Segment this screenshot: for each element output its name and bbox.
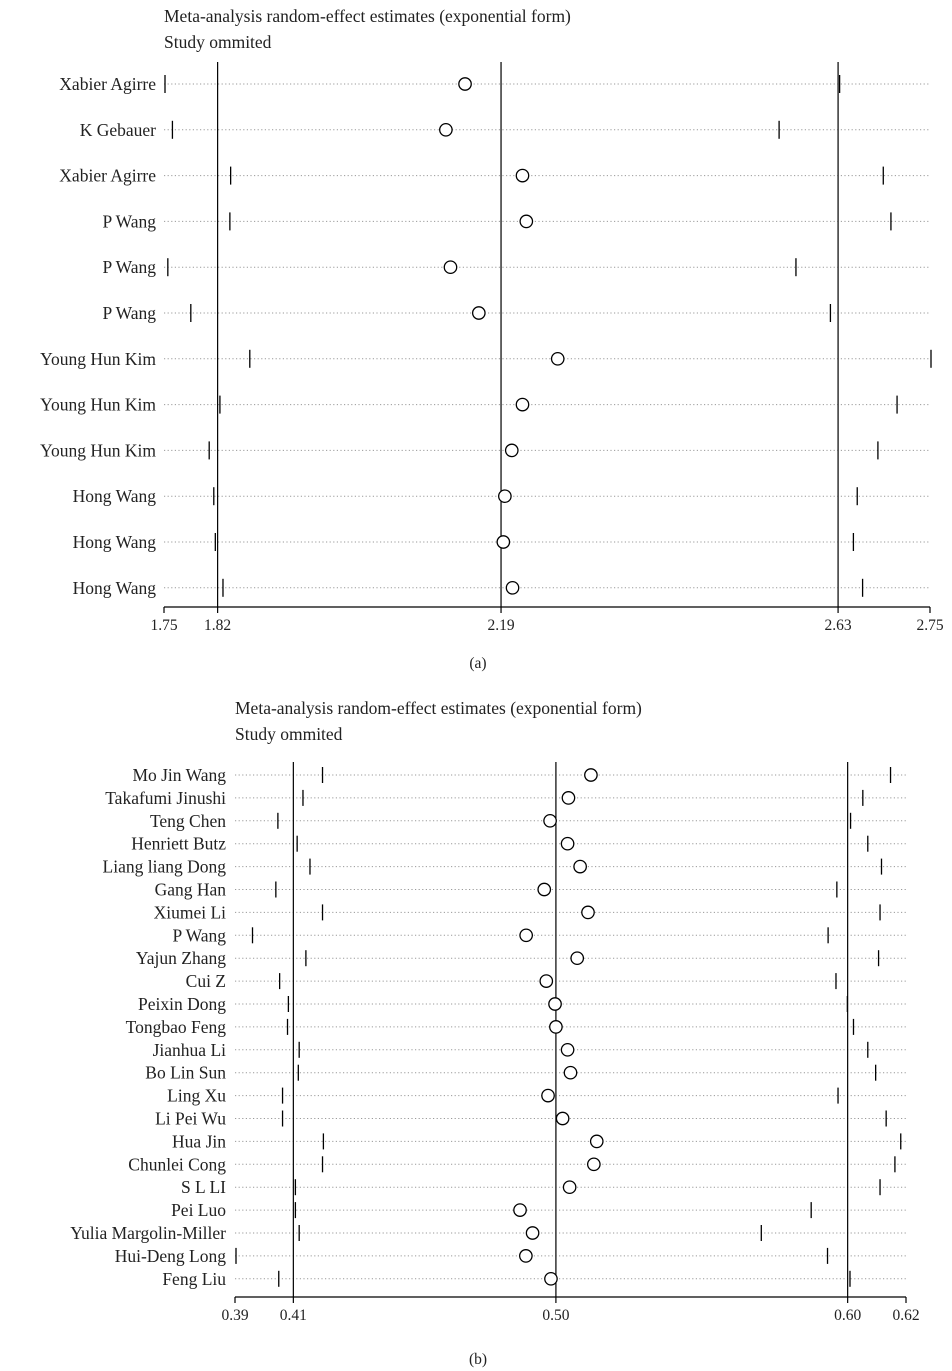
study-label: Hong Wang — [73, 532, 157, 552]
estimate-point — [589, 1134, 604, 1149]
study-label: Young Hun Kim — [40, 440, 156, 460]
estimate-point — [570, 951, 585, 966]
estimate-point — [563, 1065, 578, 1080]
estimate-point — [584, 768, 598, 782]
estimate-point — [548, 997, 562, 1011]
study-label: Feng Liu — [162, 1269, 226, 1289]
panel-b-title: Meta-analysis random-effect estimates (e… — [235, 698, 642, 718]
estimate-point — [539, 974, 554, 988]
x-axis-tick-label: 1.82 — [204, 617, 231, 634]
study-label: P Wang — [172, 925, 226, 945]
estimate-point — [458, 77, 472, 91]
estimate-point — [504, 443, 519, 458]
study-label: Hui-Deng Long — [115, 1246, 227, 1266]
estimate-point — [439, 122, 453, 137]
x-axis-tick-label: 2.63 — [825, 617, 852, 634]
study-label: Yajun Zhang — [136, 948, 226, 968]
study-label: Teng Chen — [150, 811, 226, 831]
study-label: P Wang — [102, 303, 156, 323]
estimate-point — [537, 882, 552, 897]
estimate-point — [505, 580, 520, 595]
x-axis-tick-label: 0.50 — [542, 1307, 569, 1324]
estimate-point — [549, 1020, 563, 1034]
panel-a-title: Meta-analysis random-effect estimates (e… — [164, 6, 571, 26]
estimate-point — [519, 1249, 533, 1263]
study-label: Cui Z — [186, 971, 226, 991]
study-label: Hong Wang — [73, 486, 157, 506]
x-axis-tick-label: 0.41 — [280, 1307, 307, 1324]
estimate-point — [515, 397, 530, 412]
x-axis-tick-label: 0.39 — [221, 1307, 248, 1324]
estimate-point — [519, 928, 534, 943]
estimate-point — [543, 813, 557, 828]
x-axis-tick-label: 2.19 — [487, 617, 514, 634]
study-label: Yulia Margolin-Miller — [70, 1223, 226, 1243]
study-label: P Wang — [102, 211, 156, 231]
study-label: Hong Wang — [73, 578, 157, 598]
study-label: Xabier Agirre — [59, 74, 156, 94]
estimate-point — [515, 168, 530, 183]
study-label: Xabier Agirre — [59, 166, 156, 186]
estimate-point — [544, 1271, 558, 1286]
estimate-point — [525, 1226, 540, 1240]
study-label: Gang Han — [155, 880, 227, 900]
study-label: Chunlei Cong — [128, 1154, 226, 1174]
study-label: Ling Xu — [167, 1086, 226, 1106]
estimate-point — [541, 1088, 555, 1103]
estimate-point — [561, 791, 576, 805]
study-label: Hua Jin — [172, 1131, 226, 1151]
estimate-point — [562, 1180, 577, 1195]
panel-b-subtitle: Study ommited — [235, 724, 343, 744]
estimate-point — [519, 214, 534, 229]
estimate-point — [555, 1111, 570, 1126]
study-label: Young Hun Kim — [40, 349, 156, 369]
estimate-point — [581, 905, 595, 920]
x-axis-tick-label: 2.75 — [916, 617, 943, 634]
study-label: Pei Luo — [171, 1200, 226, 1220]
x-axis-tick-label: 0.60 — [834, 1307, 861, 1324]
estimate-point — [513, 1203, 527, 1217]
study-label: Xiumei Li — [154, 902, 227, 922]
study-label: Takafumi Jinushi — [105, 788, 226, 808]
study-label: Henriett Butz — [131, 834, 226, 854]
study-label: Mo Jin Wang — [132, 765, 226, 785]
study-label: Liang liang Dong — [103, 857, 227, 877]
panel-a-sensitivity-plot: Meta-analysis random-effect estimates (e… — [40, 6, 944, 672]
x-axis-tick-label: 0.62 — [892, 1307, 919, 1324]
estimate-point — [586, 1157, 601, 1172]
study-label: Peixin Dong — [138, 994, 226, 1014]
panel-b-sensitivity-plot: Meta-analysis random-effect estimates (e… — [70, 698, 919, 1368]
study-label: Tongbao Feng — [126, 1017, 227, 1037]
study-label: Jianhua Li — [153, 1040, 227, 1060]
study-label: S L LI — [181, 1177, 226, 1197]
study-label: P Wang — [102, 257, 156, 277]
estimate-point — [550, 351, 565, 366]
panel-a-subtitle: Study ommited — [164, 32, 272, 52]
study-label: Young Hun Kim — [40, 395, 156, 415]
estimate-point — [496, 535, 511, 549]
estimate-point — [443, 260, 458, 275]
estimate-point — [471, 306, 486, 320]
study-label: Bo Lin Sun — [145, 1063, 226, 1083]
estimate-point — [573, 859, 587, 874]
estimate-point — [498, 489, 512, 504]
study-label: K Gebauer — [80, 120, 156, 140]
study-label: Li Pei Wu — [155, 1109, 226, 1129]
x-axis-tick-label: 1.75 — [150, 617, 177, 634]
estimate-point — [560, 1042, 575, 1057]
panel-b-label: (b) — [469, 1351, 487, 1368]
estimate-point — [560, 836, 575, 851]
panel-a-label: (a) — [469, 655, 486, 672]
